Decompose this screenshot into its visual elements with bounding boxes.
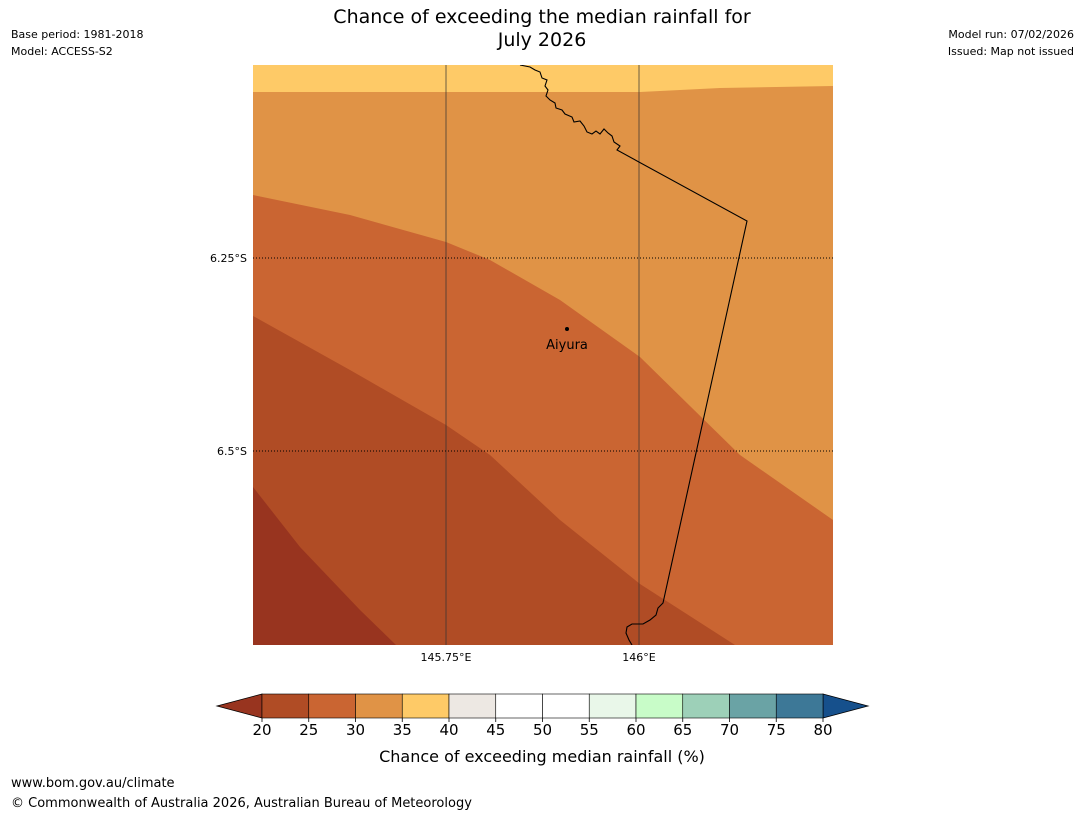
colorbar-under-arrow: [215, 693, 263, 719]
colorbar-tick-label: 60: [626, 721, 645, 739]
model-run-text: Model run: 07/02/2026: [948, 28, 1074, 41]
rainfall-map: Aiyura 145.75°E 146°E 6.25°S 6.5°S: [210, 65, 833, 664]
colorbar-tick-label: 50: [533, 721, 552, 739]
colorbar-segment: [775, 693, 824, 719]
metadata-left: Base period: 1981-2018 Model: ACCESS-S2: [11, 26, 143, 60]
y-tick-label: 6.5°S: [217, 445, 247, 458]
title-line-1: Chance of exceeding the median rainfall …: [333, 6, 751, 28]
region-20-25: [253, 316, 735, 645]
colorbar-segment: [355, 693, 403, 719]
y-tick-label: 6.25°S: [210, 252, 247, 265]
aiyura-marker: [565, 327, 569, 331]
colorbar-tick-label: 80: [813, 721, 832, 739]
colorbar-segment: [682, 693, 730, 719]
colorbar-tick-label: 75: [767, 721, 786, 739]
footer-copyright: © Commonwealth of Australia 2026, Austra…: [11, 796, 472, 811]
colorbar-segment: [729, 693, 777, 719]
region-below-20: [253, 487, 396, 645]
x-tick-label: 146°E: [622, 651, 655, 664]
colorbar-group: 20 25 30 35 40 45 50 55 60 65 70 75 80: [215, 693, 870, 739]
colorbar-tick-label: 35: [393, 721, 412, 739]
colorbar-segment: [588, 693, 637, 719]
province-boundary: [519, 65, 748, 645]
colorbar-segment: [635, 693, 684, 719]
colorbar-tick-label: 70: [720, 721, 739, 739]
issued-text: Issued: Map not issued: [947, 45, 1074, 58]
colorbar-tick-label: 65: [673, 721, 692, 739]
metadata-right: Model run: 07/02/2026 Issued: Map not is…: [948, 26, 1074, 60]
chart-title: Chance of exceeding the median rainfall …: [242, 6, 842, 52]
map-regions: [253, 65, 833, 645]
colorbar-segment: [448, 693, 497, 719]
colorbar-segment: [401, 693, 450, 719]
colorbar-tick-label: 25: [299, 721, 318, 739]
colorbar-label: Chance of exceeding median rainfall (%): [379, 747, 705, 766]
colorbar-over-arrow: [822, 693, 870, 719]
title-line-2: July 2026: [497, 29, 587, 51]
colorbar-tick-label: 40: [439, 721, 458, 739]
model-text: Model: ACCESS-S2: [11, 45, 113, 58]
colorbar-segment: [542, 693, 590, 719]
colorbar-segment: [308, 693, 356, 719]
colorbar-tick-label: 55: [580, 721, 599, 739]
footer-url[interactable]: www.bom.gov.au/climate: [11, 776, 175, 791]
colorbar-segment: [261, 693, 310, 719]
place-label-aiyura: Aiyura: [546, 338, 588, 353]
colorbar-tick-label: 45: [486, 721, 505, 739]
x-tick-label: 145.75°E: [421, 651, 472, 664]
base-period-text: Base period: 1981-2018: [11, 28, 144, 41]
colorbar-tick-label: 20: [252, 721, 271, 739]
colorbar-tick-label: 30: [346, 721, 365, 739]
colorbar-segment: [495, 693, 543, 719]
